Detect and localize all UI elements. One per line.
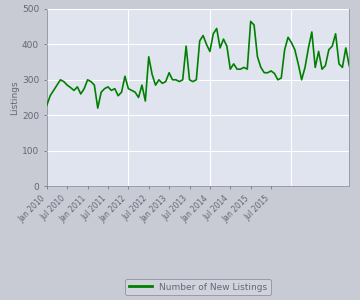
Legend: Number of New Listings: Number of New Listings (125, 279, 271, 295)
Y-axis label: Listings: Listings (10, 80, 19, 115)
